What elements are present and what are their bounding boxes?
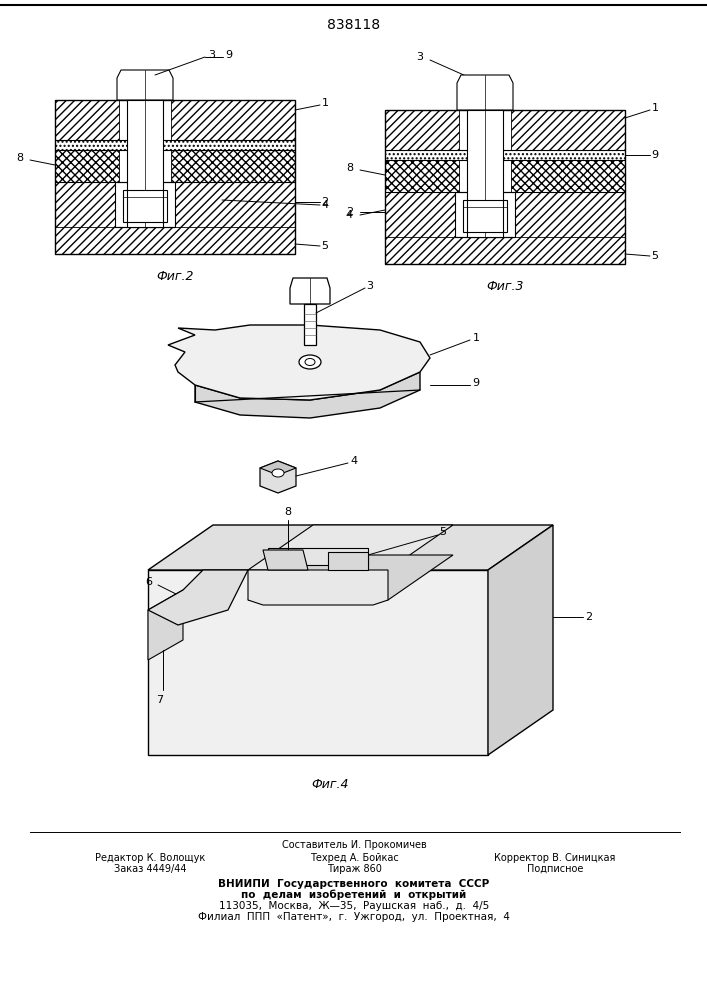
- Text: 1: 1: [472, 333, 479, 343]
- Text: 5: 5: [651, 251, 658, 261]
- Text: Фиг.4: Фиг.4: [311, 778, 349, 792]
- Polygon shape: [385, 150, 625, 160]
- Ellipse shape: [272, 469, 284, 477]
- Text: Тираж 860: Тираж 860: [327, 864, 382, 874]
- Polygon shape: [123, 190, 167, 222]
- Text: 8: 8: [284, 507, 291, 517]
- Polygon shape: [55, 182, 115, 254]
- Polygon shape: [290, 278, 330, 304]
- Polygon shape: [55, 100, 119, 140]
- Polygon shape: [168, 325, 430, 400]
- Polygon shape: [148, 590, 183, 660]
- Text: 2: 2: [585, 612, 592, 622]
- Text: ВНИИПИ  Государственного  комитета  СССР: ВНИИПИ Государственного комитета СССР: [218, 879, 490, 889]
- Polygon shape: [385, 110, 459, 150]
- Text: 6: 6: [145, 577, 152, 587]
- Polygon shape: [457, 75, 513, 110]
- Text: 9: 9: [226, 50, 233, 60]
- Text: 4: 4: [322, 200, 329, 210]
- Polygon shape: [511, 160, 625, 192]
- Text: 113035,  Москва,  Ж—35,  Раушская  наб.,  д.  4/5: 113035, Москва, Ж—35, Раушская наб., д. …: [219, 901, 489, 911]
- Text: 9: 9: [472, 378, 479, 388]
- Polygon shape: [463, 200, 507, 232]
- Polygon shape: [171, 100, 295, 140]
- Polygon shape: [385, 160, 459, 192]
- Polygon shape: [467, 110, 503, 237]
- Ellipse shape: [299, 355, 321, 369]
- Ellipse shape: [305, 359, 315, 365]
- Polygon shape: [455, 192, 515, 237]
- Text: 7: 7: [156, 695, 163, 705]
- Polygon shape: [55, 150, 119, 182]
- Polygon shape: [515, 192, 625, 264]
- Polygon shape: [175, 182, 295, 254]
- Polygon shape: [385, 192, 455, 264]
- Polygon shape: [117, 70, 173, 100]
- Text: Фиг.3: Фиг.3: [486, 279, 524, 292]
- Text: 3: 3: [366, 281, 373, 291]
- Polygon shape: [171, 150, 295, 182]
- Text: 8: 8: [346, 163, 353, 173]
- Polygon shape: [148, 570, 488, 755]
- Text: Подписное: Подписное: [527, 864, 583, 874]
- Polygon shape: [385, 237, 625, 264]
- Polygon shape: [248, 555, 453, 600]
- Text: 3: 3: [416, 52, 423, 62]
- Text: 838118: 838118: [327, 18, 380, 32]
- Text: по  делам  изобретений  и  открытий: по делам изобретений и открытий: [241, 890, 467, 900]
- Polygon shape: [328, 552, 368, 570]
- Text: 1: 1: [651, 103, 658, 113]
- Polygon shape: [260, 461, 296, 493]
- Text: 8: 8: [16, 153, 23, 163]
- Polygon shape: [511, 110, 625, 150]
- Text: 2: 2: [346, 207, 353, 217]
- Polygon shape: [260, 461, 296, 475]
- Text: Корректор В. Синицкая: Корректор В. Синицкая: [494, 853, 616, 863]
- Text: Филиал  ППП  «Патент»,  г.  Ужгород,  ул.  Проектная,  4: Филиал ППП «Патент», г. Ужгород, ул. Про…: [198, 912, 510, 922]
- Polygon shape: [263, 550, 308, 570]
- Text: 5: 5: [440, 527, 447, 537]
- Polygon shape: [488, 525, 553, 755]
- Text: Составитель И. Прокомичев: Составитель И. Прокомичев: [281, 840, 426, 850]
- Polygon shape: [55, 140, 295, 150]
- Text: 1: 1: [322, 98, 329, 108]
- Text: 5: 5: [322, 241, 329, 251]
- Polygon shape: [195, 372, 420, 418]
- Text: 4: 4: [346, 210, 353, 220]
- Text: 4: 4: [351, 456, 358, 466]
- Text: 9: 9: [651, 150, 658, 160]
- Text: Фиг.2: Фиг.2: [156, 269, 194, 282]
- Polygon shape: [268, 548, 368, 565]
- Polygon shape: [127, 100, 163, 227]
- Polygon shape: [248, 525, 453, 570]
- Text: 2: 2: [322, 197, 329, 207]
- Polygon shape: [148, 525, 553, 570]
- Polygon shape: [148, 570, 248, 625]
- Polygon shape: [248, 570, 388, 605]
- Polygon shape: [55, 227, 295, 254]
- Text: Техред А. Бойкас: Техред А. Бойкас: [310, 853, 398, 863]
- Polygon shape: [115, 182, 175, 227]
- Text: 3: 3: [209, 50, 216, 60]
- Text: Заказ 4449/44: Заказ 4449/44: [114, 864, 186, 874]
- Polygon shape: [304, 304, 316, 345]
- Text: Редактор К. Волощук: Редактор К. Волощук: [95, 853, 205, 863]
